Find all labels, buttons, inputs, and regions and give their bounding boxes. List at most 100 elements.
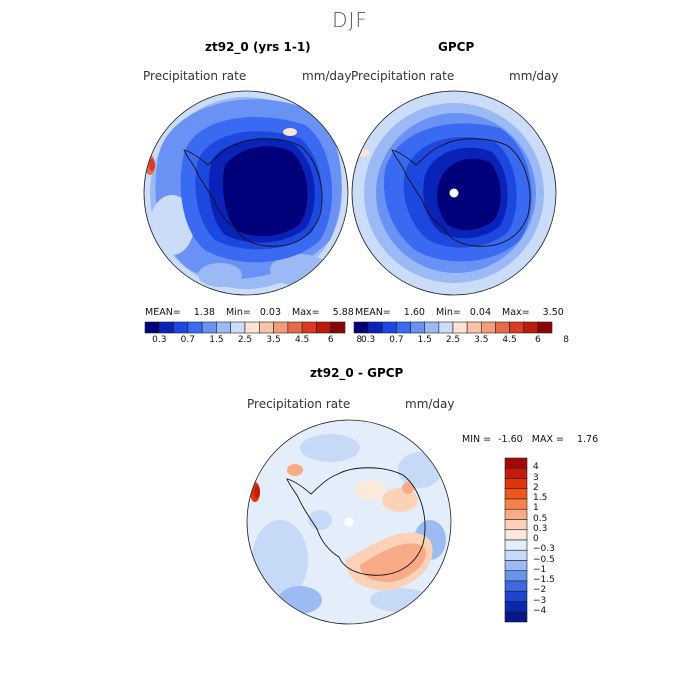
- colorbar-swatch: [504, 519, 528, 531]
- mean-label: MEAN=: [355, 307, 391, 318]
- colorbar-tick-label: 3: [533, 472, 539, 483]
- colorbar-tick-label: 0: [533, 534, 539, 544]
- colorbar-tick-label: 6: [534, 335, 541, 345]
- colorbar-panel-1: [144, 321, 346, 334]
- panel-1-variable: Precipitation rate: [143, 69, 247, 83]
- colorbar-swatch: [230, 321, 246, 334]
- max-label: MAX =: [531, 434, 564, 445]
- colorbar-swatch: [330, 321, 346, 334]
- mean-label: MEAN=: [145, 307, 181, 318]
- panel-1-units: mm/day: [302, 69, 352, 83]
- colorbar-swatch: [504, 601, 528, 613]
- colorbar-tick-label: 0.7: [389, 335, 404, 345]
- colorbar-swatch: [509, 321, 525, 334]
- colorbar-swatch: [173, 321, 189, 334]
- mean-value: 1.38: [193, 307, 215, 318]
- min-label: Min=: [225, 307, 251, 318]
- max-value: 3.50: [542, 307, 564, 318]
- colorbar-tick-label: −1.5: [533, 575, 555, 585]
- colorbar-swatch: [424, 321, 440, 334]
- diff-panel-variable: Precipitation rate: [247, 397, 351, 411]
- colorbar-swatch: [495, 321, 510, 334]
- colorbar-swatch: [438, 321, 454, 334]
- colorbar-swatch: [480, 321, 496, 334]
- colorbar-swatch: [504, 549, 528, 561]
- min-value: -1.60: [498, 434, 523, 445]
- colorbar-tick-label: −1: [533, 564, 547, 575]
- max-value: 1.76: [576, 434, 599, 445]
- colorbar-swatch: [504, 508, 528, 520]
- min-value: 0.03: [259, 307, 281, 318]
- colorbar-swatch: [504, 580, 528, 592]
- colorbar-tick-label: 1: [533, 503, 539, 514]
- colorbar-swatch: [410, 321, 426, 334]
- panel-2-title: GPCP: [438, 40, 475, 54]
- max-label: Max=: [502, 307, 530, 318]
- max-value: 5.88: [332, 307, 354, 318]
- colorbar-tick-label: 0.3: [360, 335, 376, 345]
- colorbar-tick-label: 0.3: [533, 523, 548, 534]
- pole-hole-marker: [449, 188, 459, 198]
- colorbar-swatch: [258, 321, 274, 334]
- colorbar-swatch: [537, 321, 553, 334]
- colorbar-swatch: [504, 467, 528, 479]
- diff-panel-title: zt92_0 - GPCP: [310, 366, 404, 380]
- diff-panel-stats: MIN = -1.60 MAX = 1.76: [462, 434, 598, 445]
- colorbar-swatch: [158, 321, 174, 334]
- colorbar-swatch: [396, 321, 411, 334]
- min-label: MIN =: [462, 434, 492, 445]
- min-value: 0.04: [469, 307, 491, 318]
- colorbar-swatch: [201, 321, 217, 334]
- map-model-precip: [143, 90, 349, 296]
- colorbar-difference: [504, 457, 528, 623]
- panel-1-title: zt92_0 (yrs 1-1): [205, 40, 311, 54]
- colorbar-swatch: [367, 321, 383, 334]
- colorbar-tick-label: 1.5: [533, 493, 548, 503]
- colorbar-tick-label: −4: [533, 605, 547, 616]
- mean-value: 1.60: [403, 307, 425, 318]
- colorbar-tick-label: 0.3: [152, 335, 167, 345]
- colorbar-tick-label: 1.5: [417, 335, 432, 345]
- colorbar-swatch: [523, 321, 539, 334]
- colorbar-tick-label: 0.7: [180, 335, 195, 345]
- colorbar-tick-label: 0.5: [533, 513, 548, 524]
- colorbar-swatch: [504, 611, 528, 623]
- colorbar-swatch: [452, 321, 468, 334]
- colorbar-swatch: [381, 321, 397, 334]
- colorbar-swatch: [216, 321, 232, 334]
- colorbar-swatch: [504, 498, 528, 510]
- min-label: Min=: [435, 307, 461, 318]
- panel-2-units: mm/day: [509, 69, 559, 83]
- colorbar-tick-label: 2: [533, 482, 539, 493]
- colorbar-tick-label: 3.5: [474, 335, 489, 345]
- colorbar-tick-label: 1.5: [209, 335, 224, 345]
- colorbar-swatch: [466, 321, 482, 334]
- colorbar-swatch: [301, 321, 317, 334]
- colorbar-tick-label: 3.5: [266, 335, 281, 345]
- colorbar-swatch: [504, 457, 528, 469]
- page-title: DJF: [332, 8, 368, 32]
- colorbar-tick-label: −0.5: [533, 554, 555, 565]
- colorbar-swatch: [504, 478, 528, 490]
- colorbar-swatch: [287, 321, 303, 334]
- diff-panel-units: mm/day: [405, 397, 455, 411]
- colorbar-panel-2: [353, 321, 553, 334]
- colorbar-tick-label: −2: [533, 585, 547, 596]
- colorbar-tick-label: 6: [327, 335, 334, 345]
- colorbar-tick-label: 2.5: [445, 335, 461, 345]
- colorbar-tick-label: 8: [356, 335, 363, 345]
- colorbar-swatch: [504, 488, 528, 500]
- panel-1-stats: MEAN= 1.38 Min= 0.03 Max= 5.88: [145, 307, 354, 318]
- colorbar-tick-label: 4: [533, 462, 539, 473]
- max-label: Max=: [292, 307, 320, 318]
- colorbar-swatch: [144, 321, 160, 334]
- colorbar-tick-label: −3: [533, 595, 547, 606]
- colorbar-swatch: [244, 321, 260, 334]
- map-gpcp-precip: [351, 90, 557, 296]
- colorbar-swatch: [504, 560, 528, 572]
- colorbar-tick-label: 4.5: [502, 335, 517, 345]
- colorbar-swatch: [316, 321, 332, 334]
- colorbar-swatch: [504, 590, 528, 602]
- panel-2-stats: MEAN= 1.60 Min= 0.04 Max= 3.50: [355, 307, 564, 318]
- colorbar-swatch: [353, 321, 369, 334]
